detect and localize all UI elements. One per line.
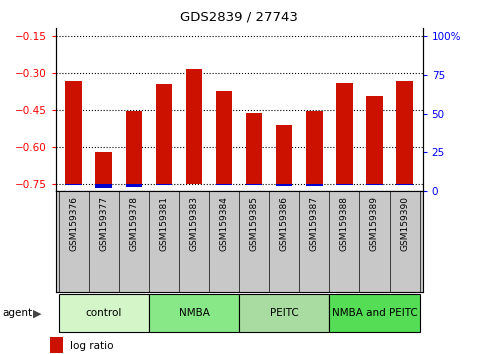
Text: GSM159383: GSM159383: [189, 196, 199, 251]
Bar: [65, 184, 82, 185]
Bar: [65, 81, 82, 184]
Bar: [246, 184, 262, 185]
Text: GSM159385: GSM159385: [250, 196, 258, 251]
Bar: [156, 84, 172, 184]
Text: log ratio: log ratio: [71, 341, 114, 351]
Bar: [149, 294, 239, 332]
Bar: [96, 184, 112, 188]
Bar: [396, 184, 413, 185]
Text: GDS2839 / 27743: GDS2839 / 27743: [180, 11, 298, 24]
Text: GSM159390: GSM159390: [400, 196, 409, 251]
Bar: [126, 111, 142, 184]
Bar: [276, 125, 293, 184]
Bar: [239, 294, 329, 332]
Bar: [65, 184, 82, 185]
Text: GSM159384: GSM159384: [220, 196, 228, 251]
Text: PEITC: PEITC: [270, 308, 298, 318]
Text: GSM159387: GSM159387: [310, 196, 319, 251]
Bar: [156, 184, 172, 185]
Bar: [336, 184, 353, 185]
Text: GSM159381: GSM159381: [159, 196, 169, 251]
Bar: [329, 294, 420, 332]
Bar: [126, 184, 142, 187]
Text: GSM159376: GSM159376: [69, 196, 78, 251]
Bar: [216, 91, 232, 184]
Text: control: control: [85, 308, 122, 318]
Text: NMBA and PEITC: NMBA and PEITC: [332, 308, 417, 318]
Bar: [396, 81, 413, 184]
Bar: [96, 152, 112, 184]
Text: GSM159377: GSM159377: [99, 196, 108, 251]
Bar: [306, 184, 323, 186]
Bar: [50, 337, 63, 353]
Bar: [126, 184, 142, 187]
Text: ▶: ▶: [33, 308, 42, 318]
Bar: [336, 82, 353, 184]
Bar: [306, 184, 323, 186]
Bar: [276, 184, 293, 186]
Text: GSM159388: GSM159388: [340, 196, 349, 251]
Text: NMBA: NMBA: [179, 308, 210, 318]
Bar: [58, 294, 149, 332]
Bar: [216, 184, 232, 185]
Text: GSM159378: GSM159378: [129, 196, 138, 251]
Bar: [396, 184, 413, 185]
Bar: [366, 184, 383, 185]
Bar: [366, 96, 383, 184]
Text: GSM159389: GSM159389: [370, 196, 379, 251]
Bar: [216, 184, 232, 185]
Text: GSM159386: GSM159386: [280, 196, 289, 251]
Bar: [156, 184, 172, 185]
Bar: [336, 184, 353, 185]
Bar: [306, 111, 323, 184]
Bar: [185, 69, 202, 184]
Bar: [96, 184, 112, 188]
Bar: [366, 184, 383, 185]
Bar: [276, 184, 293, 186]
Bar: [246, 113, 262, 184]
Text: agent: agent: [2, 308, 32, 318]
Bar: [246, 184, 262, 185]
